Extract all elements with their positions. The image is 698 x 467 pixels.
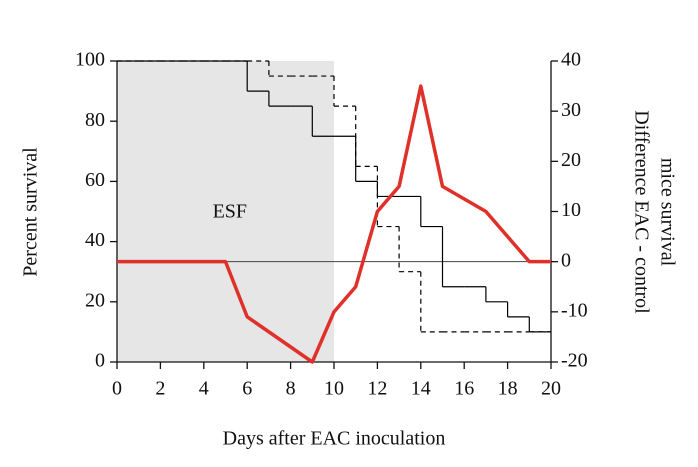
x-tick-label: 18: [498, 378, 518, 400]
y2-tick-label: 10: [561, 199, 581, 221]
y-tick-label: 80: [85, 109, 105, 131]
x-tick-label: 20: [541, 378, 561, 400]
y2-tick-label: -20: [561, 350, 588, 372]
x-tick-label: 6: [242, 378, 252, 400]
y2-tick-label: 40: [561, 49, 581, 71]
y-tick-label: 40: [85, 229, 105, 251]
y-tick-label: 100: [75, 49, 105, 71]
y-axis-label: Percent survival: [20, 147, 42, 277]
y-tick-label: 20: [85, 289, 105, 311]
y2-tick-label: -10: [561, 299, 588, 321]
x-tick-label: 16: [454, 378, 474, 400]
data-line: [117, 84, 551, 364]
x-axis-label: Days after EAC inoculation: [223, 428, 446, 450]
annotation: ESF: [213, 201, 247, 223]
x-tick-label: 14: [411, 378, 431, 400]
y-tick-label: 0: [95, 350, 105, 372]
x-tick-label: 12: [367, 378, 387, 400]
x-tick-label: 4: [199, 378, 209, 400]
x-tick-label: 10: [324, 378, 344, 400]
y2-tick-label: 0: [561, 249, 571, 271]
x-tick-label: 2: [155, 378, 165, 400]
shaded-region: [117, 61, 334, 362]
y2-tick-label: 20: [561, 149, 581, 171]
y2-axis-label: Difference EAC - control: [630, 110, 652, 314]
y2-tick-label: 30: [561, 99, 581, 121]
x-tick-label: 0: [112, 378, 122, 400]
x-tick-label: 8: [286, 378, 296, 400]
y2-axis-label: mice survival: [656, 158, 678, 267]
y-tick-label: 60: [85, 169, 105, 191]
